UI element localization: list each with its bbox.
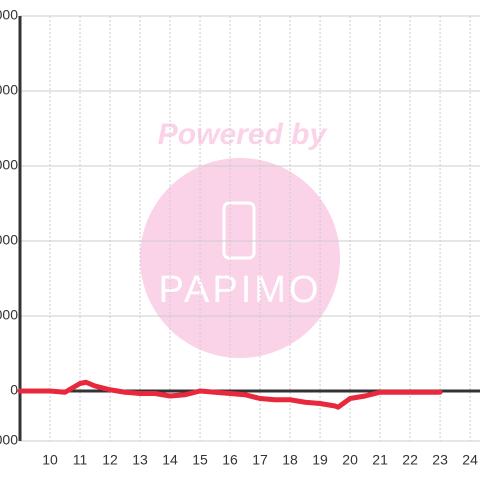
x-tick-label: 13 <box>132 452 148 468</box>
x-tick-label: 18 <box>282 452 298 468</box>
x-tick-label: 12 <box>102 452 118 468</box>
x-tick-label: 14 <box>162 452 178 468</box>
x-tick-label: 16 <box>222 452 238 468</box>
x-tick-label: 21 <box>372 452 388 468</box>
line <box>17 379 443 410</box>
x-tick-label: 24 <box>462 452 478 468</box>
y-tick-label: -20,000 <box>0 432 18 448</box>
x-tick-label: 17 <box>252 452 268 468</box>
y-tick-label: 60,000 <box>0 232 18 248</box>
x-tick-label: 23 <box>432 452 448 468</box>
y-tick-label: 90,000 <box>0 157 18 173</box>
y-tick-label: 150,000 <box>0 7 18 23</box>
x-tick-label: 22 <box>402 452 418 468</box>
watermark-brand: PAPIMO <box>159 269 322 311</box>
watermark-phone <box>222 201 256 260</box>
x-tick-label: 10 <box>42 452 58 468</box>
y-tick-label: 30,000 <box>0 307 18 323</box>
y-tick-label: 0 <box>10 382 18 398</box>
watermark-top: Powered by <box>158 118 328 151</box>
x-tick-label: 20 <box>342 452 358 468</box>
x-tick-label: 15 <box>192 452 208 468</box>
x-tick-label: 11 <box>73 452 88 468</box>
x-tick-label: 19 <box>312 452 328 468</box>
y-tick-label: 120,000 <box>0 82 18 98</box>
